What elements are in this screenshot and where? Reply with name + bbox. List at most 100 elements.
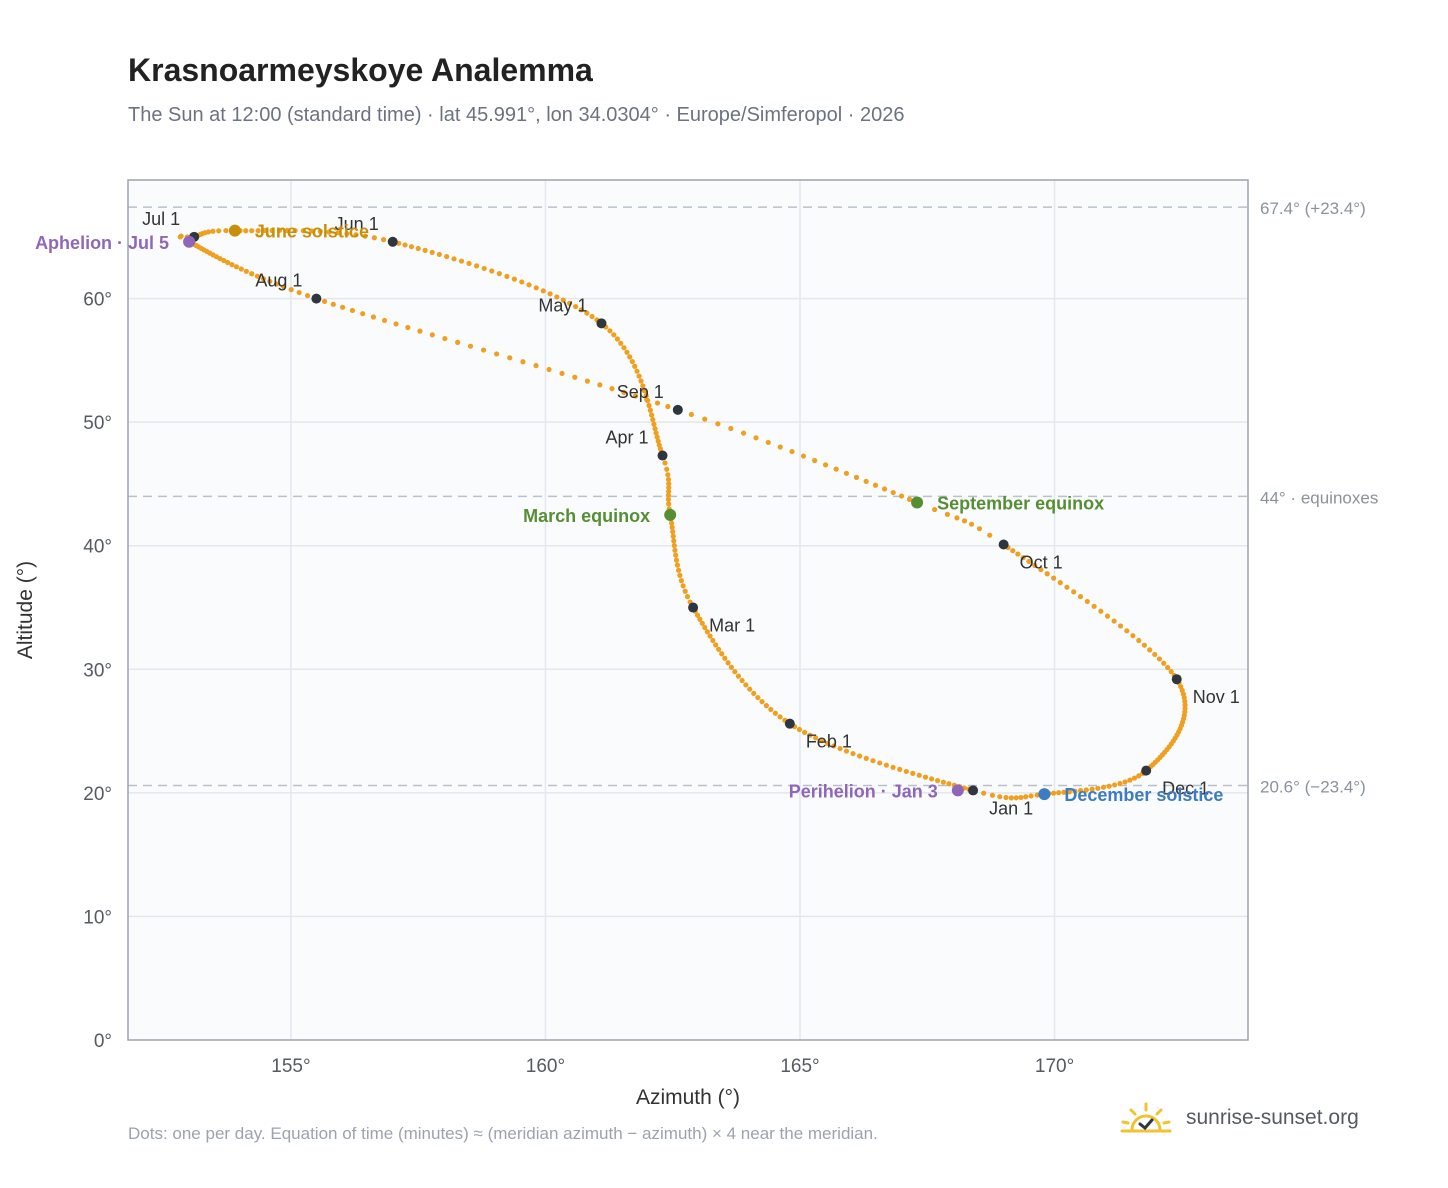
day-dot [533, 363, 539, 369]
day-dot [340, 304, 346, 310]
day-dot [402, 242, 408, 248]
day-dot [1141, 642, 1147, 648]
day-dot [1066, 789, 1072, 795]
day-dot [262, 227, 268, 234]
day-dot [644, 396, 650, 403]
day-dot [1136, 637, 1142, 644]
day-dot [519, 279, 525, 285]
day-dot [1051, 790, 1057, 796]
day-dot [466, 260, 472, 267]
day-dot [929, 776, 935, 782]
brand[interactable]: sunrise-sunset.org [1118, 1100, 1359, 1136]
day-dot [976, 526, 983, 532]
day-dot [922, 774, 929, 780]
day-dot [349, 307, 356, 314]
day-dot [560, 297, 566, 303]
month-label: Dec 1 [1162, 779, 1209, 799]
day-dot [638, 378, 644, 384]
day-dot [1131, 775, 1138, 781]
day-dot [584, 310, 590, 316]
y-tick-label: 60° [83, 290, 112, 311]
day-dot [1020, 555, 1026, 561]
day-dot [344, 231, 350, 237]
event-marker [664, 508, 677, 521]
day-dot [494, 351, 500, 357]
day-dot [890, 764, 896, 770]
day-dot [405, 324, 411, 331]
day-dot [1056, 790, 1062, 796]
month-marker [657, 450, 668, 461]
day-dot [833, 466, 839, 472]
day-dot [910, 770, 916, 776]
day-dot [800, 453, 807, 459]
day-dot [675, 567, 682, 573]
x-tick-label: 170° [1035, 1056, 1074, 1077]
day-dot [260, 276, 267, 282]
day-dot [393, 321, 399, 327]
day-dot [944, 511, 951, 517]
day-dot [1100, 784, 1107, 790]
day-dot [632, 393, 639, 399]
day-dot [233, 264, 240, 270]
day-dot [647, 407, 653, 413]
day-dot [713, 642, 719, 648]
day-dot [429, 332, 435, 338]
day-dot [1044, 571, 1050, 577]
day-dot [621, 389, 627, 395]
month-label: Jul 1 [142, 209, 180, 229]
day-dot [732, 669, 738, 675]
day-dot [273, 281, 280, 287]
day-dot [300, 228, 306, 234]
day-dot [267, 278, 273, 284]
month-marker [1141, 765, 1152, 776]
day-dot [1111, 618, 1117, 624]
month-marker [688, 602, 699, 613]
day-dot [777, 444, 783, 450]
day-dot [863, 755, 869, 761]
day-dot [1077, 788, 1084, 794]
day-dot [655, 438, 661, 444]
x-tick-label: 160° [526, 1056, 565, 1077]
day-dot [496, 271, 502, 277]
plot-area [128, 180, 1248, 1040]
day-dot [666, 488, 672, 495]
day-dot [916, 772, 922, 778]
day-dot [777, 714, 783, 720]
day-dot [725, 660, 731, 666]
day-dot [1084, 598, 1090, 605]
day-dot [906, 496, 913, 502]
day-dot [702, 416, 708, 422]
day-dot [665, 403, 671, 410]
day-dot [1152, 651, 1158, 658]
event-markers: June solstice December solstice March equi… [35, 222, 1223, 805]
month-markers: Jan 1 Feb 1 Mar 1 Apr 1 May 1 Jun 1 Jul 1 Aug 1… [142, 209, 1240, 819]
axis-ticks: 155° 160° 165° 170° 0° 10° 20° 30° 40° 50° 60° [83, 290, 1074, 1077]
day-dot [335, 230, 341, 236]
event-label: December solstice [1064, 785, 1223, 805]
day-dot [216, 228, 222, 234]
month-label: Jun 1 [335, 214, 379, 234]
day-dot [651, 421, 657, 427]
day-dot [511, 276, 517, 282]
day-dot [684, 594, 691, 600]
day-dot [547, 291, 553, 297]
x-tick-label: 165° [780, 1056, 819, 1077]
day-dot [652, 426, 658, 432]
day-dot [1061, 789, 1067, 795]
day-dot [699, 620, 705, 626]
day-dot [735, 673, 742, 679]
day-dot [682, 588, 688, 594]
day-dot [751, 690, 757, 697]
day-dot [702, 624, 708, 631]
day-dot [422, 247, 428, 253]
day-dot [677, 572, 683, 578]
event-label: June solstice [255, 222, 369, 242]
day-dot [672, 547, 678, 553]
day-dot [554, 294, 560, 300]
day-dot [417, 328, 423, 334]
day-dot [1023, 794, 1029, 800]
day-dot [474, 263, 480, 269]
day-dot [1083, 787, 1089, 793]
event-label: March equinox [523, 506, 650, 526]
